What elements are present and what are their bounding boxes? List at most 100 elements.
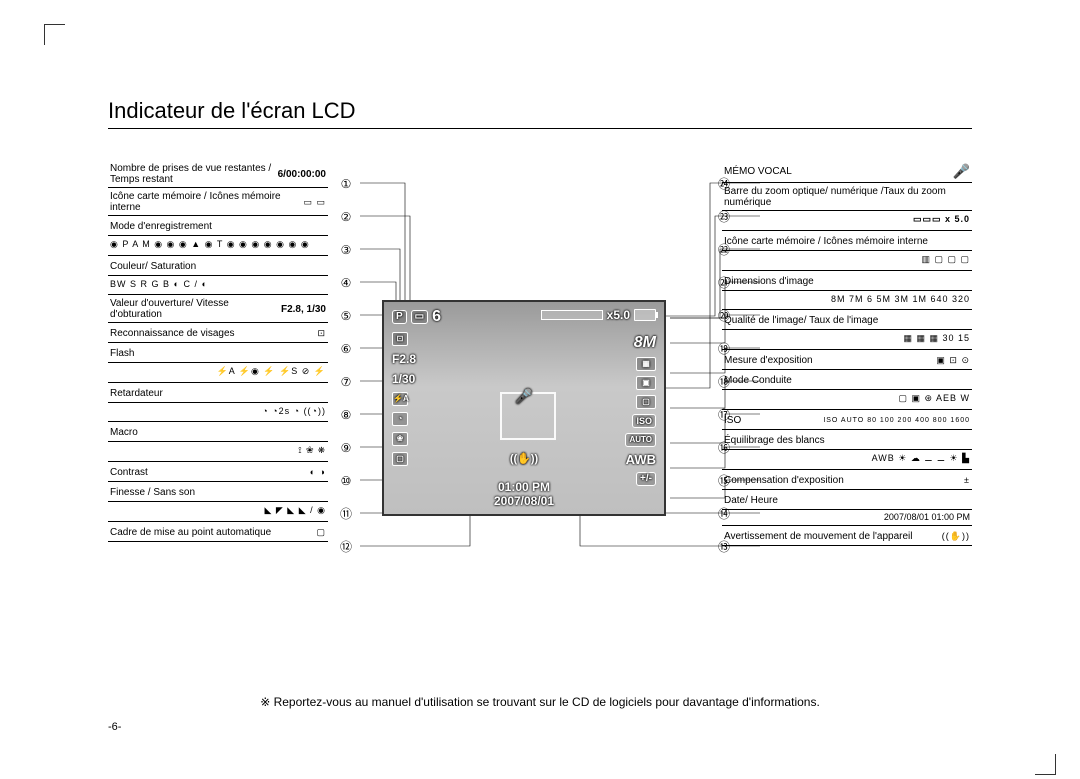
num-22: ㉒ xyxy=(718,234,730,267)
r9-label: Compensation d'exposition xyxy=(724,475,964,486)
r11-label: Avertissement de mouvement de l'appareil xyxy=(724,531,942,542)
l4-val: F2.8, 1/30 xyxy=(281,304,326,315)
lcd-date: 2007/08/01 xyxy=(384,494,664,508)
r9-icons: ± xyxy=(964,475,970,485)
num-5: ⑤ xyxy=(340,300,352,333)
l3-icons: BW S R G B ◐ C / ◐ xyxy=(108,276,328,295)
image-size: 8M xyxy=(634,334,656,352)
l1-label: Icône carte mémoire / Icônes mémoire int… xyxy=(110,191,303,213)
left-legend: Nombre de prises de vue restantes / Temp… xyxy=(108,160,328,542)
af-frame-icon: ▢ xyxy=(392,452,408,466)
l10-label: Finesse / Sans son xyxy=(110,487,326,498)
num-17: ⑰ xyxy=(718,399,730,432)
drive-icon: ▢ xyxy=(636,395,656,409)
l7-icons: ◔ ◔2s ◔ ((◔)) xyxy=(108,403,328,422)
num-1: ① xyxy=(340,168,352,201)
flash-auto-icon: ⚡A xyxy=(392,392,408,406)
num-9: ⑨ xyxy=(340,432,352,465)
l0-label: Nombre de prises de vue restantes / Temp… xyxy=(110,163,278,185)
r8-label: Équilibrage des blancs xyxy=(724,435,970,446)
l1-icons: ▭ ▭ xyxy=(303,197,326,208)
r10-label: Date/ Heure xyxy=(724,495,970,506)
l4-label: Valeur d'ouverture/ Vitesse d'obturation xyxy=(110,298,281,320)
crop-mark-br xyxy=(1035,754,1056,775)
face-detect-icon: ⊡ xyxy=(392,332,408,346)
r10-val: 2007/08/01 01:00 PM xyxy=(722,510,972,526)
l2-icons: ◉ P A M ◉ ◉ ◉ ▲ ◉ T ◉ ◉ ◉ ◉ ◉ ◉ ◉ xyxy=(108,236,328,256)
l11-label: Cadre de mise au point automatique xyxy=(110,527,316,538)
page-number: -6- xyxy=(108,721,121,733)
l2-label: Mode d'enregistrement xyxy=(110,221,326,232)
callout-numbers-left: ① ② ③ ④ ⑤ ⑥ ⑦ ⑧ ⑨ ⑩ ⑪ ⑫ xyxy=(340,168,352,564)
num-7: ⑦ xyxy=(340,366,352,399)
iso-value: AUTO xyxy=(625,433,656,447)
r7-icons: ISO AUTO 80 100 200 400 800 1600 xyxy=(823,417,970,424)
num-20: ⑳ xyxy=(718,300,730,333)
num-11: ⑪ xyxy=(340,498,352,531)
awb-value: AWB xyxy=(626,452,656,467)
battery-icon xyxy=(634,309,656,321)
r11-icons: ((✋)) xyxy=(942,531,970,542)
r2-label: Icône carte mémoire / Icônes mémoire int… xyxy=(724,236,970,247)
aperture-value: F2.8 xyxy=(392,352,416,366)
right-legend: MÉMO VOCAL🎤 Barre du zoom optique/ numér… xyxy=(722,160,972,546)
num-24: ㉔ xyxy=(718,168,730,201)
num-6: ⑥ xyxy=(340,333,352,366)
shutter-value: 1/30 xyxy=(392,372,416,386)
num-2: ② xyxy=(340,201,352,234)
num-23: ㉓ xyxy=(718,201,730,234)
zoom-bar-icon xyxy=(541,310,603,320)
r3-label: Dimensions d'image xyxy=(724,276,970,287)
num-10: ⑩ xyxy=(340,465,352,498)
l3-label: Couleur/ Saturation xyxy=(110,261,326,272)
mic-icon: 🎤 xyxy=(953,163,970,180)
shots-remaining: 6 xyxy=(432,308,441,326)
r4-icons: ▦ ▦ ▦ 30 15 xyxy=(722,330,972,350)
r4-label: Qualité de l'image/ Taux de l'image xyxy=(724,315,970,326)
l7-label: Retardateur xyxy=(110,388,326,399)
num-21: ㉑ xyxy=(718,267,730,300)
num-14: ⑭ xyxy=(718,498,730,531)
r5-label: Mesure d'exposition xyxy=(724,355,936,366)
r1-label: Barre du zoom optique/ numérique /Taux d… xyxy=(724,186,970,208)
num-16: ⑯ xyxy=(718,432,730,465)
num-3: ③ xyxy=(340,234,352,267)
card-icon: ▭ xyxy=(411,310,428,324)
quality-icon: ▦ xyxy=(636,357,656,371)
num-18: ⑱ xyxy=(718,366,730,399)
num-8: ⑧ xyxy=(340,399,352,432)
r0-label: MÉMO VOCAL xyxy=(724,166,953,177)
crop-mark-tl xyxy=(44,24,65,45)
iso-label: ISO xyxy=(632,414,656,428)
voice-memo-icon: 🎤 xyxy=(515,388,532,405)
shake-warning-icon: ((✋)) xyxy=(510,452,538,465)
footnote: ※ Reportez-vous au manuel d'utilisation … xyxy=(108,695,972,709)
num-4: ④ xyxy=(340,267,352,300)
r6-label: Mode Conduite xyxy=(724,375,970,386)
lcd-screen: P ▭ 6 x5.0 ⊡ F2.8 1/30 ⚡A ◔ ❀ ▢ 8M ▦ ▣ ▢… xyxy=(382,300,666,516)
l0-val: 6/00:00:00 xyxy=(278,169,326,180)
r1-icons: ▭▭▭ x 5.0 xyxy=(722,211,972,231)
macro-icon: ❀ xyxy=(392,432,408,446)
callout-numbers-right: ㉔ ㉓ ㉒ ㉑ ⑳ ⑲ ⑱ ⑰ ⑯ ⑮ ⑭ ⑬ xyxy=(718,168,730,564)
metering-icon: ▣ xyxy=(636,376,656,390)
l5-label: Reconnaissance de visages xyxy=(110,328,317,339)
lcd-time: 01:00 PM xyxy=(384,480,664,494)
page-title: Indicateur de l'écran LCD xyxy=(108,98,972,129)
r2-icons: ▥ ▢ ▢ ▢ xyxy=(722,251,972,271)
num-15: ⑮ xyxy=(718,465,730,498)
r6-icons: ▢ ▣ ⊛ AEB W xyxy=(722,390,972,410)
l9-label: Contrast xyxy=(110,467,310,478)
zoom-value: x5.0 xyxy=(607,308,630,322)
r3-icons: 8M 7M 6 5M 3M 1M 640 320 xyxy=(722,291,972,310)
r5-icons: ▣ ⊡ ⊙ xyxy=(936,355,970,366)
l11-icons: ▢ xyxy=(316,527,326,538)
l10-icons: ◣ ◤ ◣ ◣ / ◉ xyxy=(108,502,328,522)
timer-icon: ◔ xyxy=(392,412,408,426)
l5-icons: ⊡ xyxy=(317,328,326,339)
num-19: ⑲ xyxy=(718,333,730,366)
num-13: ⑬ xyxy=(718,531,730,564)
r8-icons: AWB ☀ ☁ ⚊ ⚊ ☀ ▙ xyxy=(722,450,972,470)
l8-icons: ⟟ ❀ ❋ xyxy=(108,442,328,462)
r7-label: ISO xyxy=(724,415,823,426)
